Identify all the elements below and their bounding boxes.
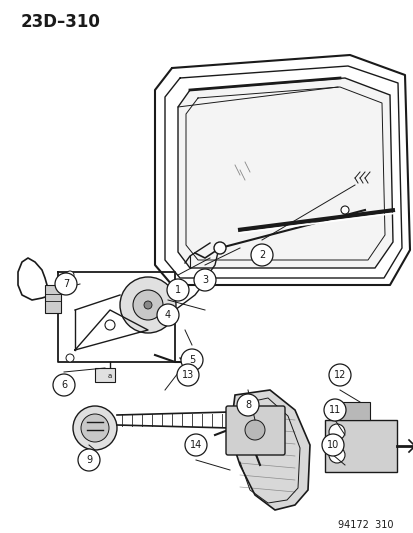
Circle shape (244, 420, 264, 440)
Circle shape (144, 301, 152, 309)
Circle shape (340, 206, 348, 214)
Circle shape (177, 364, 199, 386)
Text: 3: 3 (202, 275, 208, 285)
Circle shape (236, 394, 259, 416)
Circle shape (321, 434, 343, 456)
Circle shape (120, 277, 176, 333)
Circle shape (328, 364, 350, 386)
Polygon shape (230, 390, 309, 510)
Text: 13: 13 (181, 370, 194, 380)
Circle shape (81, 414, 109, 442)
Text: 14: 14 (190, 440, 202, 450)
Circle shape (214, 242, 225, 254)
Circle shape (250, 244, 272, 266)
Circle shape (105, 320, 115, 330)
Text: 1: 1 (175, 285, 180, 295)
Text: 9: 9 (86, 455, 92, 465)
Circle shape (133, 290, 163, 320)
Polygon shape (178, 78, 392, 268)
Text: 12: 12 (333, 370, 345, 380)
FancyBboxPatch shape (225, 406, 284, 455)
Circle shape (53, 374, 75, 396)
Text: 7: 7 (63, 279, 69, 289)
Circle shape (185, 434, 206, 456)
Circle shape (328, 447, 344, 463)
Text: 2: 2 (258, 250, 264, 260)
Circle shape (78, 449, 100, 471)
Text: a: a (107, 373, 112, 379)
Circle shape (194, 269, 216, 291)
Text: 94172  310: 94172 310 (337, 520, 392, 530)
Text: 11: 11 (328, 405, 340, 415)
Text: 10: 10 (326, 440, 338, 450)
Circle shape (66, 271, 74, 279)
Text: 4: 4 (164, 310, 171, 320)
Circle shape (66, 354, 74, 362)
Text: 5: 5 (188, 355, 195, 365)
Text: 23D–310: 23D–310 (21, 13, 100, 31)
Text: 8: 8 (244, 400, 250, 410)
Text: 6: 6 (61, 380, 67, 390)
Circle shape (73, 406, 117, 450)
FancyBboxPatch shape (324, 420, 396, 472)
FancyBboxPatch shape (339, 402, 369, 420)
FancyBboxPatch shape (95, 368, 115, 382)
Circle shape (323, 399, 345, 421)
Circle shape (180, 349, 202, 371)
Circle shape (328, 424, 344, 440)
Circle shape (166, 279, 189, 301)
Circle shape (157, 304, 178, 326)
FancyBboxPatch shape (45, 285, 61, 313)
Circle shape (55, 273, 77, 295)
